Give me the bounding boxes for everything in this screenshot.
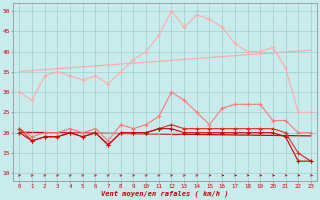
X-axis label: Vent moyen/en rafales ( km/h ): Vent moyen/en rafales ( km/h ) xyxy=(101,191,229,197)
